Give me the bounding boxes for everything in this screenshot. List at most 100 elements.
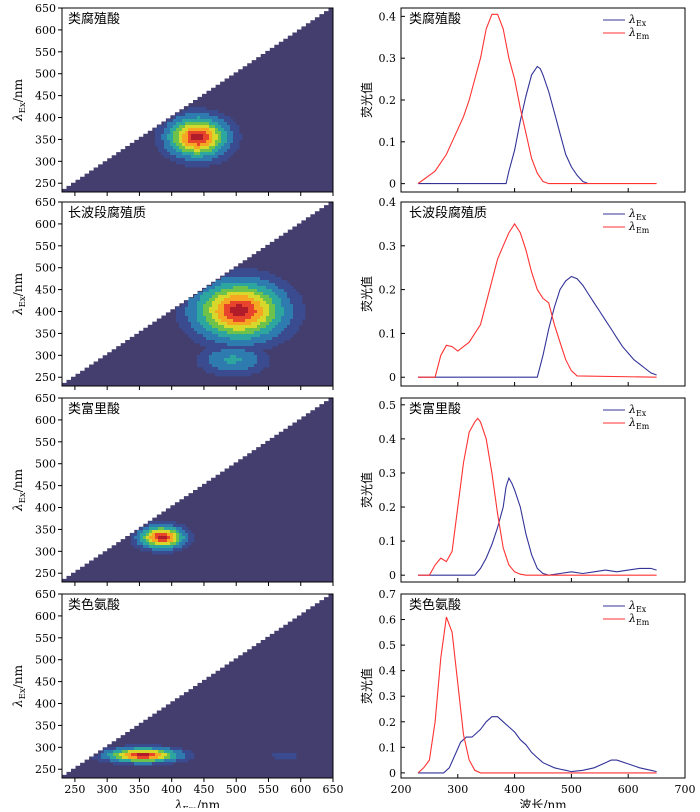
spectra-ytick-label: 0.2: [379, 284, 397, 297]
eem-ytick-label: 350: [35, 133, 56, 146]
spectra-ytick-label: 0.2: [379, 94, 397, 107]
eem-ytick-label: 250: [35, 567, 56, 580]
eem-panel-title: 长波段腐殖质: [68, 205, 146, 221]
eem-ytick-label: 500: [35, 68, 56, 81]
eem-ytick-label: 250: [35, 763, 56, 776]
eem-ytick-label: 650: [35, 2, 56, 15]
spectra-ytick-label: 0.4: [379, 10, 397, 23]
eem-ytick-label: 350: [35, 719, 56, 732]
eem-panel-3: 250 300 350 400 450 500 550 600 650 类富里酸 λEx/nm: [11, 392, 334, 586]
eem-ylabel: λEx/nm: [11, 78, 28, 122]
eem-ytick-label: 500: [35, 654, 56, 667]
eem-ytick-label: 300: [35, 155, 56, 168]
series-em-line: [418, 417, 657, 576]
spectra-ytick-label: 0: [389, 767, 396, 780]
eem-ytick-label: 600: [35, 218, 56, 231]
spectra-ytick-label: 0.5: [379, 399, 397, 412]
eem-xtick-label: 350: [129, 783, 150, 796]
series-ex-line: [418, 476, 657, 576]
legend-em-label: λEm: [628, 220, 650, 235]
spectra-ytick-label: 0.3: [379, 240, 397, 253]
spectra-panel-4: 0 0.1 0.2 0.3 0.4 0.5 0.6 0.7 200 300 400 500 600 700…: [359, 588, 696, 812]
series-ex-line: [418, 275, 657, 378]
series-em-line: [417, 13, 657, 185]
eem-contours: [176, 268, 306, 377]
eem-ytick-label: 500: [35, 458, 56, 471]
spectra-panel-title: 类富里酸: [409, 401, 461, 417]
spectra-ytick-label: 0.1: [379, 535, 397, 548]
spectra-ytick-label: 0.4: [379, 196, 397, 209]
eem-ytick-label: 550: [35, 240, 56, 253]
eem-ytick-label: 450: [35, 90, 56, 103]
eem-frame: [61, 201, 334, 387]
eem-xtick-label: 550: [258, 783, 279, 796]
eem-ytick-label: 650: [35, 392, 56, 405]
eem-ytick-label: 550: [35, 436, 56, 449]
eem-ylabel: λEx/nm: [11, 468, 28, 512]
spectra-ytick-label: 0.7: [379, 588, 397, 601]
spectra-ytick-label: 0.1: [379, 136, 397, 149]
legend-em-label: λEm: [628, 26, 650, 41]
eem-ytick-label: 250: [35, 371, 56, 384]
eem-ytick-label: 600: [35, 610, 56, 623]
eem-ytick-label: 450: [35, 676, 56, 689]
eem-contours: [155, 107, 243, 168]
series-em-line: [418, 222, 657, 378]
spectra-xtick-label: 600: [618, 783, 639, 796]
eem-ytick-label: 400: [35, 112, 56, 125]
eem-xtick-label: 650: [323, 783, 344, 796]
eem-frame: [61, 7, 334, 193]
eem-xtick-label: 400: [161, 783, 182, 796]
eem-xlabel: λEm/nm: [174, 798, 221, 808]
eem-ytick-label: 550: [35, 632, 56, 645]
series-ex-line: [418, 65, 589, 185]
spectra-frame: [400, 397, 686, 583]
eem-ytick-label: 300: [35, 741, 56, 754]
spectra-ytick-label: 0.2: [379, 501, 397, 514]
eem-ylabel: λEx/nm: [11, 272, 28, 316]
spectra-panel-title: 长波段腐殖质: [409, 205, 487, 221]
series-ex-line: [418, 716, 657, 774]
legend-ex-label: λEx: [628, 403, 647, 418]
eem-panel-1: 250 300 350 400 450 500 550 600 650 类腐殖酸 λEx/nm: [11, 2, 334, 196]
spectra-panel-title: 类腐殖酸: [409, 11, 461, 27]
spectra-ytick-label: 0.3: [379, 467, 397, 480]
eem-xtick-label: 450: [193, 783, 214, 796]
series-em-line: [417, 616, 657, 774]
eem-panel-title: 类富里酸: [68, 401, 120, 417]
eem-ytick-label: 250: [35, 177, 56, 190]
eem-no-data-region: [62, 398, 333, 582]
spectra-ytick-label: 0.3: [379, 52, 397, 65]
spectra-ytick-label: 0.2: [379, 716, 397, 729]
spectra-ytick-label: 0.3: [379, 690, 397, 703]
eem-ytick-label: 350: [35, 327, 56, 340]
eem-no-data-region: [62, 202, 333, 386]
eem-panel-title: 类色氨酸: [68, 597, 120, 613]
eem-ytick-label: 500: [35, 262, 56, 275]
spectra-ytick-label: 0: [389, 569, 396, 582]
eem-xtick-label: 300: [97, 783, 118, 796]
spectra-ytick-label: 0.6: [379, 614, 397, 627]
eem-ytick-label: 400: [35, 306, 56, 319]
eem-ytick-label: 450: [35, 284, 56, 297]
eem-no-data-region: [62, 8, 333, 192]
eem-contours: [92, 744, 297, 766]
eem-panel-2: 250 300 350 400 450 500 550 600 650 长波段腐殖质 λEx/nm: [11, 196, 334, 390]
spectra-frame: [400, 7, 686, 193]
eem-ytick-label: 600: [35, 414, 56, 427]
spectra-ylabel: 荧光值: [359, 276, 374, 312]
spectra-ytick-label: 0: [389, 371, 396, 384]
spectra-ylabel: 荧光值: [359, 668, 374, 704]
spectra-xtick-label: 400: [504, 783, 525, 796]
spectra-xtick-label: 500: [561, 783, 582, 796]
eem-ytick-label: 650: [35, 196, 56, 209]
spectra-ytick-label: 0: [389, 178, 396, 191]
spectra-ytick-label: 0.4: [379, 665, 397, 678]
eem-frame: [61, 593, 334, 779]
spectra-ytick-label: 0.1: [379, 741, 397, 754]
eem-ytick-label: 300: [35, 349, 56, 362]
